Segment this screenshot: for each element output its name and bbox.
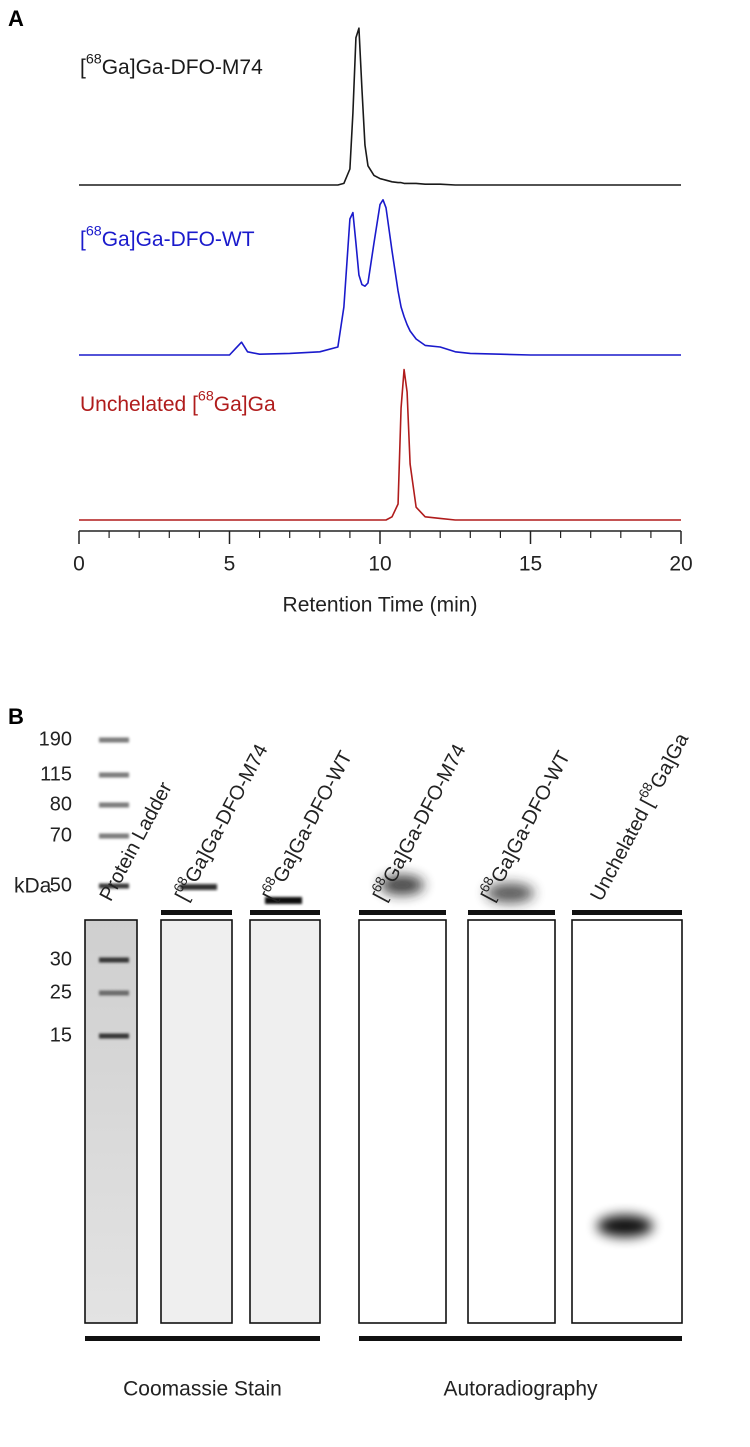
stain-band (180, 884, 217, 890)
panel-label: A (8, 6, 24, 31)
marker-label: 15 (50, 1024, 72, 1046)
group-label: Coomassie Stain (123, 1378, 282, 1401)
gel-lane (249, 919, 321, 1324)
trace-label: [68Ga]Ga-DFO-WT (80, 223, 255, 250)
marker-label: 30 (50, 948, 72, 970)
marker-label: 190 (39, 728, 72, 750)
lane-bar (250, 910, 320, 915)
panel-label: B (8, 704, 24, 729)
marker-label: 80 (50, 793, 72, 815)
trace (79, 27, 681, 186)
marker-label: 70 (50, 824, 72, 846)
x-tick-label: 15 (519, 553, 542, 576)
ladder-band (99, 772, 129, 778)
lane-label: Unchelated [68Ga]Ga (583, 727, 694, 905)
trace (79, 368, 681, 521)
lane-label: [68Ga]Ga-DFO-WT (256, 746, 358, 905)
trace-label: Unchelated [68Ga]Ga (80, 388, 276, 415)
x-tick-label: 20 (669, 553, 692, 576)
gel-y-label: kDa (14, 875, 52, 898)
autorad-spot (380, 875, 424, 895)
marker-label: 50 (50, 874, 72, 896)
lane-bar (359, 910, 446, 915)
group-bar (85, 1336, 320, 1341)
lane-bar (161, 910, 232, 915)
marker-label: 115 (40, 763, 72, 785)
lane-bar (468, 910, 555, 915)
autorad-spot (486, 883, 534, 903)
gel-lane (571, 919, 683, 1324)
ladder-band (99, 883, 129, 889)
stain-band (265, 897, 302, 904)
group-label: Autoradiography (443, 1378, 598, 1401)
x-tick-label: 0 (73, 553, 85, 576)
marker-label: 25 (50, 981, 72, 1003)
trace-label: [68Ga]Ga-DFO-M74 (80, 51, 263, 78)
gel-lane (160, 919, 233, 1324)
lane-label: [68Ga]Ga-DFO-M74 (168, 739, 273, 905)
ladder-band (99, 990, 129, 996)
x-tick-label: 10 (368, 553, 391, 576)
ladder-band (99, 957, 129, 963)
lane-label: [68Ga]Ga-DFO-WT (474, 746, 576, 905)
ladder-band (99, 833, 129, 839)
autorad-spot (597, 1215, 653, 1237)
x-tick-label: 5 (224, 553, 236, 576)
gel-lane (358, 919, 447, 1324)
ladder-band (99, 802, 129, 808)
lane-label: Protein Ladder (96, 778, 177, 904)
trace (79, 199, 681, 356)
ladder-band (99, 1033, 129, 1039)
gel-lane (84, 919, 138, 1324)
ladder-band (99, 737, 129, 743)
gel-lane (467, 919, 556, 1324)
lane-bar (572, 910, 682, 915)
x-axis-label: Retention Time (min) (283, 594, 478, 617)
group-bar (359, 1336, 682, 1341)
